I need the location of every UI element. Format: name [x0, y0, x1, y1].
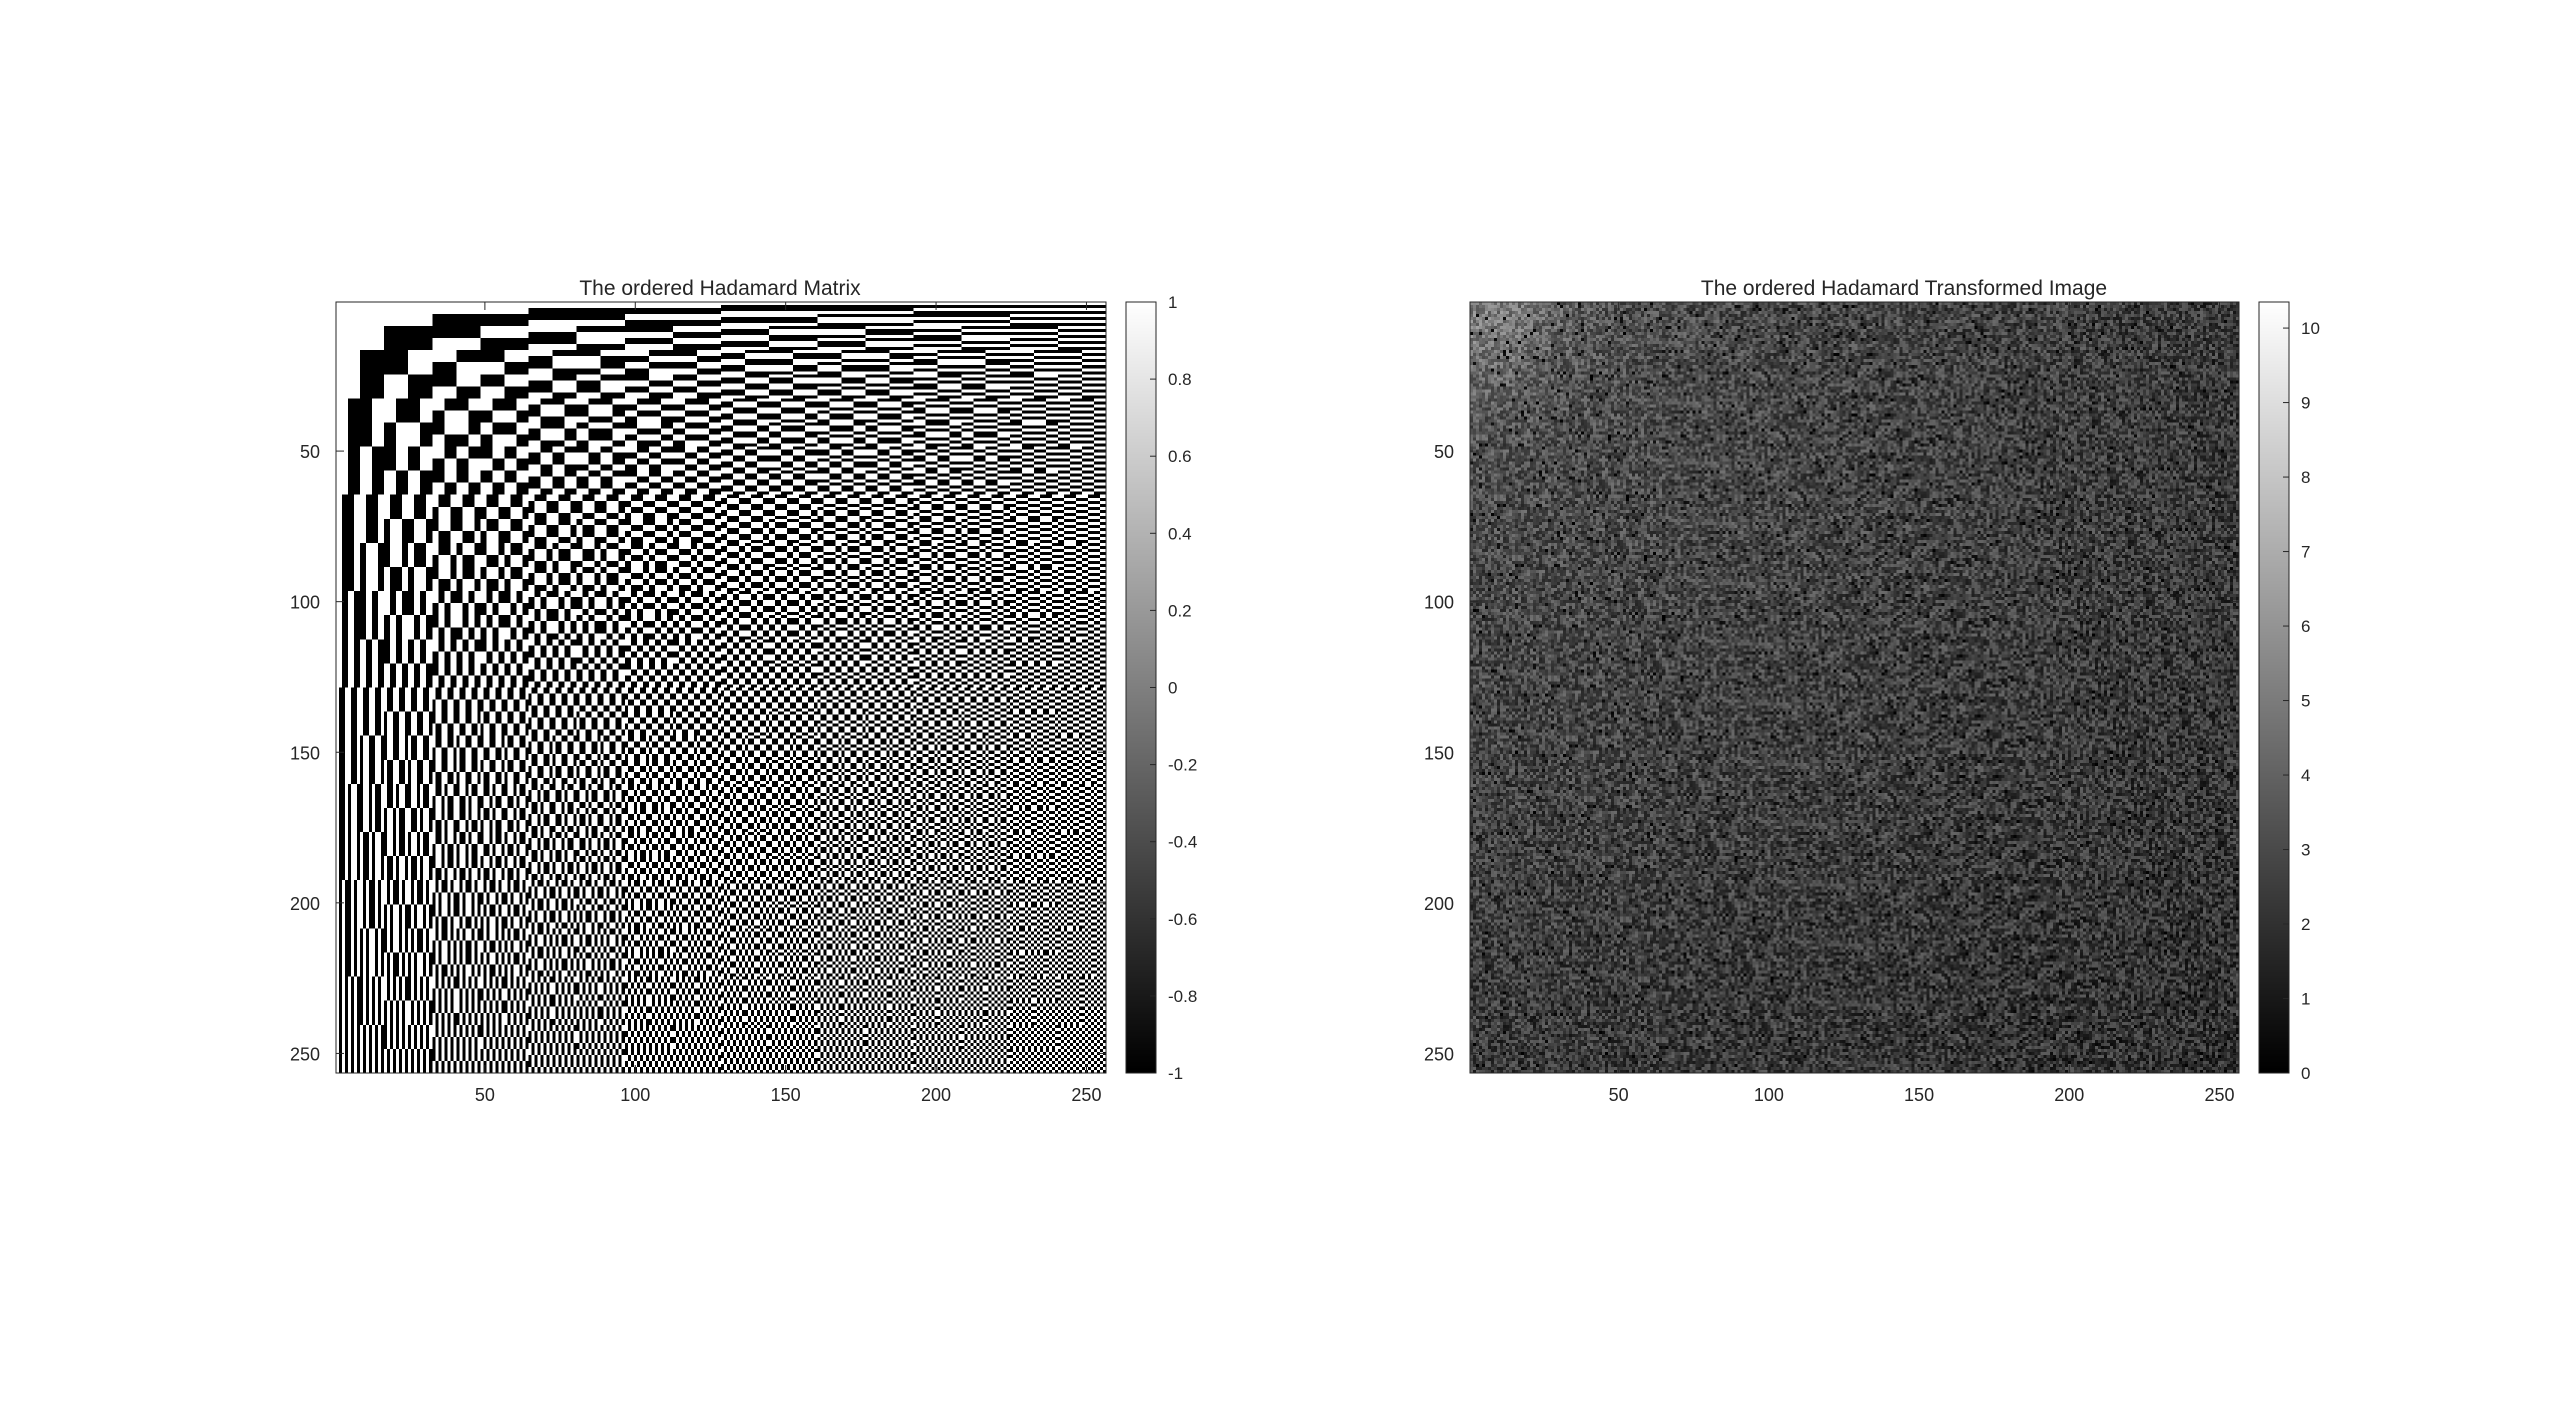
- transformed-image-colorbar-label-7: 3: [2301, 841, 2310, 860]
- hadamard-matrix-ytick-label-50: 50: [300, 442, 320, 462]
- transformed-image-axes-box: [1469, 301, 2240, 1074]
- hadamard-matrix-colorbar-label-5: 0: [1168, 679, 1177, 698]
- hadamard-matrix-xtick-label-150: 150: [771, 1085, 801, 1105]
- hadamard-matrix-image: [336, 302, 1106, 1073]
- transformed-image-ytick-label-200: 200: [1424, 894, 1454, 914]
- transformed-image-colorbar-label-1: 9: [2301, 394, 2310, 413]
- hadamard-matrix-colorbar-label-3: 0.4: [1168, 524, 1192, 543]
- hadamard-matrix-colorbar-label-2: 0.6: [1168, 447, 1192, 466]
- transformed-image-colorbar-label-0: 10: [2301, 319, 2320, 338]
- transformed-image-colorbar-box: [2258, 301, 2290, 1074]
- hadamard-matrix-colorbar-ticks: 1 0.8 0.6 0.4 0.2 0 -0.2 -0.4 -0.6 -0.8 -1: [1150, 293, 1197, 1083]
- transformed-image-xtick-label-200: 200: [2054, 1085, 2084, 1105]
- transformed-image-colorbar-label-6: 4: [2301, 766, 2310, 785]
- transformed-image-xtick-label-50: 50: [1609, 1085, 1629, 1105]
- transformed-image-ytick-label-100: 100: [1424, 593, 1454, 613]
- hadamard-matrix-ytick-label-250: 250: [290, 1044, 320, 1064]
- transformed-image-xtick-label-100: 100: [1754, 1085, 1784, 1105]
- hadamard-matrix-xtick-label-50: 50: [475, 1085, 495, 1105]
- transformed-image-colorbar-label-9: 1: [2301, 990, 2310, 1009]
- transformed-image-colorbar-label-5: 5: [2301, 692, 2310, 711]
- hadamard-matrix-colorbar-label-4: 0.2: [1168, 601, 1192, 620]
- transformed-image-colorbar-image: [2259, 302, 2289, 1073]
- hadamard-matrix-axes: The ordered Hadamard Matrix 50 100 150 200 2…: [290, 277, 1197, 1105]
- transformed-image-ytick-label-150: 150: [1424, 743, 1454, 763]
- transformed-image-colorbar-label-10: 0: [2301, 1064, 2310, 1083]
- hadamard-matrix-colorbar-label-7: -0.4: [1168, 833, 1197, 852]
- transformed-image-ytick-label-50: 50: [1434, 442, 1454, 462]
- transformed-image-xtick-label-150: 150: [1904, 1085, 1934, 1105]
- transformed-image-axes: The ordered Hadamard Transformed Image 5…: [1424, 277, 2320, 1105]
- transformed-image-ytick-label-250: 250: [1424, 1044, 1454, 1064]
- hadamard-matrix-title: The ordered Hadamard Matrix: [579, 277, 861, 300]
- hadamard-matrix-ytick-label-150: 150: [290, 743, 320, 763]
- hadamard-matrix-colorbar-label-8: -0.6: [1168, 910, 1197, 929]
- transformed-image-xtick-label-250: 250: [2204, 1085, 2234, 1105]
- transformed-image-colorbar-label-2: 8: [2301, 468, 2310, 487]
- transformed-image-colorbar-label-4: 6: [2301, 617, 2310, 636]
- hadamard-matrix-colorbar-label-9: -0.8: [1168, 987, 1197, 1006]
- hadamard-matrix-xtick-label-100: 100: [620, 1085, 650, 1105]
- hadamard-matrix-axes-box: [335, 301, 1107, 1074]
- transformed-image-title: The ordered Hadamard Transformed Image: [1701, 277, 2107, 300]
- hadamard-matrix-colorbar-label-0: 1: [1168, 293, 1177, 312]
- transformed-image-colorbar-label-3: 7: [2301, 543, 2310, 562]
- hadamard-matrix-colorbar-label-1: 0.8: [1168, 370, 1192, 389]
- transformed-image-image: [1470, 302, 2239, 1073]
- hadamard-matrix-xtick-label-200: 200: [921, 1085, 951, 1105]
- hadamard-matrix-colorbar-label-10: -1: [1168, 1064, 1183, 1083]
- transformed-image-colorbar-label-8: 2: [2301, 915, 2310, 934]
- hadamard-matrix-ytick-label-100: 100: [290, 593, 320, 613]
- hadamard-matrix-ytick-label-200: 200: [290, 894, 320, 914]
- hadamard-matrix-colorbar-label-6: -0.2: [1168, 756, 1197, 775]
- hadamard-matrix-ticks: 50 100 150 200 250 50 100 150 200 250: [290, 302, 1106, 1105]
- transformed-image-ticks: 50 100 150 200 250 50 100 150 200 250: [1424, 302, 2239, 1105]
- hadamard-matrix-xtick-label-250: 250: [1071, 1085, 1101, 1105]
